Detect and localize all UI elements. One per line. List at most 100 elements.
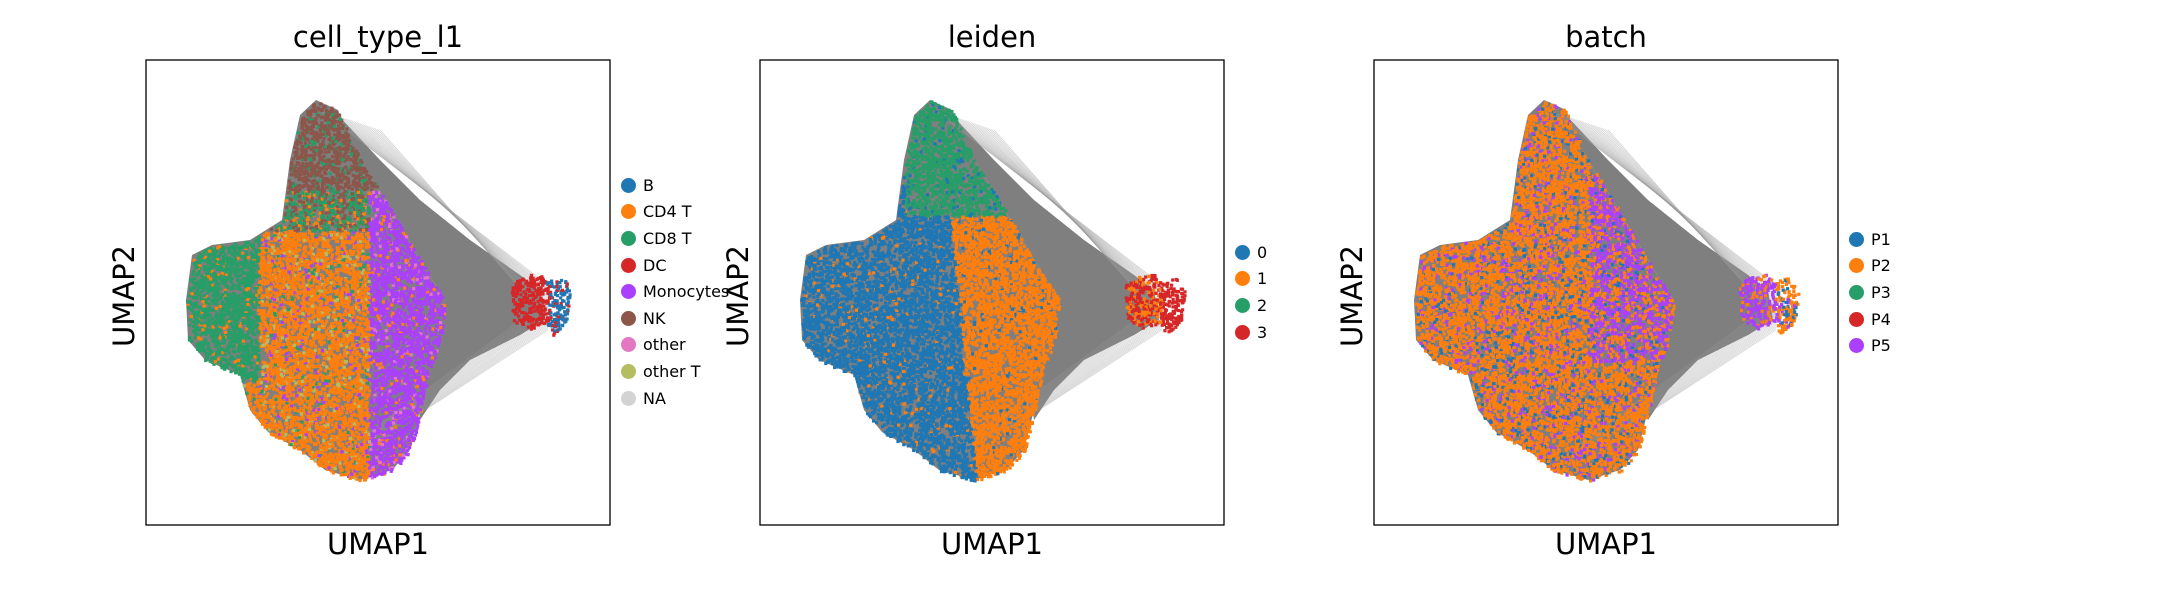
cell-point — [433, 349, 437, 353]
cell-point — [304, 294, 308, 298]
cell-point — [397, 272, 401, 276]
cell-point — [429, 351, 433, 355]
cell-point — [303, 153, 307, 157]
cell-point — [279, 346, 283, 350]
cell-point — [248, 336, 252, 340]
cell-point — [315, 271, 319, 275]
cell-point — [322, 303, 326, 307]
cell-point — [353, 347, 357, 351]
cell-point — [336, 278, 340, 282]
cell-point — [430, 295, 434, 299]
cell-point — [418, 378, 422, 382]
cell-point — [196, 336, 200, 340]
cell-point — [260, 419, 264, 423]
cell-point — [429, 364, 433, 368]
cell-point — [568, 293, 572, 297]
cell-point — [293, 383, 297, 387]
cell-point — [215, 335, 219, 339]
cell-point — [318, 179, 322, 183]
cell-point — [399, 282, 403, 286]
cell-point — [553, 291, 557, 295]
cell-point — [335, 377, 339, 381]
cell-point — [372, 275, 376, 280]
cell-point — [337, 221, 341, 225]
cell-point — [341, 457, 345, 461]
cell-point — [304, 169, 308, 173]
cell-point — [427, 341, 431, 345]
cells — [186, 102, 572, 483]
cell-point — [543, 321, 547, 325]
cell-point — [343, 171, 347, 175]
cell-point — [392, 456, 396, 460]
cell-point — [289, 166, 293, 170]
cell-point — [340, 255, 344, 259]
cell-point — [276, 354, 280, 358]
cell-point — [349, 158, 353, 162]
cell-point — [346, 339, 350, 343]
cell-point — [314, 385, 318, 390]
cell-point — [380, 404, 385, 408]
cell-point — [308, 419, 312, 423]
cell-point — [271, 330, 275, 334]
cell-point — [400, 322, 405, 326]
cell-point — [337, 313, 341, 317]
cell-point — [328, 110, 332, 114]
cell-point — [307, 174, 311, 178]
cell-point — [288, 230, 292, 234]
cell-point — [313, 293, 317, 297]
cell-point — [254, 374, 259, 378]
cell-point — [287, 433, 292, 438]
cell-point — [416, 424, 420, 428]
cell-point — [310, 211, 314, 215]
cell-point — [310, 235, 314, 239]
cell-point — [288, 280, 292, 284]
cell-point — [331, 273, 335, 277]
cell-point — [346, 231, 350, 235]
cell-point — [361, 407, 365, 411]
cell-point — [263, 335, 267, 339]
cell-point — [223, 246, 227, 250]
cell-point — [240, 304, 244, 308]
cell-point — [332, 231, 336, 235]
cell-point — [270, 369, 275, 373]
cell-point — [524, 315, 529, 319]
cell-point — [373, 371, 377, 375]
cell-point — [257, 243, 261, 247]
cell-point — [279, 423, 283, 427]
cell-point — [263, 313, 267, 317]
cell-point — [395, 402, 399, 407]
cell-point — [425, 349, 429, 353]
cell-point — [233, 350, 237, 354]
cell-point — [295, 310, 299, 314]
cell-point — [204, 358, 208, 363]
cell-point — [404, 366, 408, 370]
cell-point — [342, 207, 346, 211]
cell-point — [193, 276, 197, 280]
cell-point — [385, 272, 390, 276]
cell-point — [240, 251, 244, 256]
cell-point — [391, 429, 395, 433]
cell-point — [279, 348, 283, 352]
cell-point — [297, 310, 301, 314]
cell-point — [345, 454, 349, 458]
cell-point — [425, 384, 429, 388]
cell-point — [312, 351, 316, 355]
cell-point — [334, 166, 338, 170]
cell-point — [426, 359, 430, 363]
cell-point — [350, 423, 354, 427]
cell-point — [387, 292, 391, 296]
cell-point — [268, 401, 272, 405]
cell-point — [410, 423, 414, 427]
cell-point — [427, 351, 431, 355]
cell-point — [432, 309, 436, 313]
cell-point — [317, 309, 321, 314]
cell-point — [281, 220, 286, 224]
cell-point — [427, 362, 431, 366]
cell-point — [365, 217, 369, 222]
cell-point — [330, 434, 334, 438]
cell-point — [390, 262, 394, 266]
cell-point — [374, 386, 378, 390]
cell-point — [285, 271, 289, 275]
cell-point — [228, 361, 232, 366]
cell-point — [311, 333, 315, 337]
